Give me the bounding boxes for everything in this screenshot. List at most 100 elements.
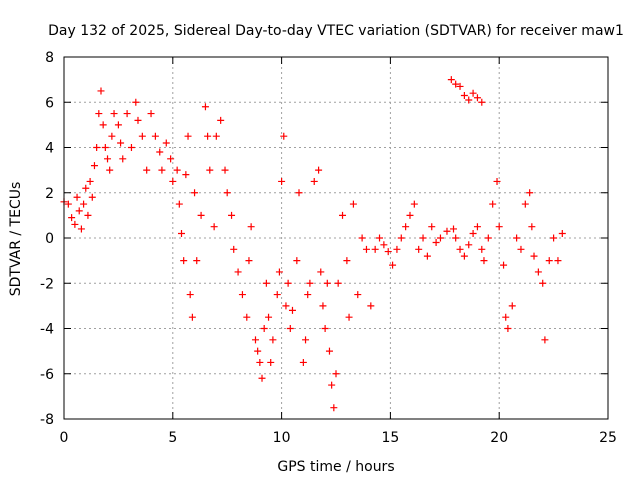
data-point (228, 211, 236, 219)
data-point (534, 268, 542, 276)
data-point (345, 313, 353, 321)
data-point (269, 336, 277, 344)
y-tick-label: -4 (40, 322, 54, 338)
data-point (339, 211, 347, 219)
data-point (123, 110, 131, 118)
data-point (541, 336, 549, 344)
data-point (167, 155, 175, 163)
data-point (502, 313, 510, 321)
data-point (419, 234, 427, 242)
data-point (558, 229, 566, 237)
data-point (452, 234, 460, 242)
y-tick-label: -2 (40, 276, 54, 292)
data-point (175, 200, 183, 208)
data-point (384, 248, 392, 256)
data-point (262, 279, 270, 287)
data-point (550, 234, 558, 242)
data-point (278, 177, 286, 185)
data-point (293, 257, 301, 265)
data-point (93, 144, 101, 151)
y-tick-label: 6 (45, 95, 54, 111)
data-point (325, 347, 333, 355)
data-point (127, 144, 135, 151)
data-point (256, 358, 264, 366)
data-point (80, 200, 88, 208)
data-point (469, 229, 477, 237)
data-point (489, 200, 497, 208)
data-point (114, 121, 122, 129)
y-tick-label: 2 (45, 186, 54, 202)
data-point (460, 91, 468, 99)
data-point (332, 370, 340, 378)
data-point (456, 82, 464, 90)
data-point (73, 193, 81, 201)
data-point (330, 404, 338, 412)
data-point (204, 132, 212, 140)
data-point (343, 257, 351, 265)
data-point (230, 245, 238, 253)
data-point (554, 257, 562, 265)
data-point (186, 291, 194, 299)
data-point (191, 189, 199, 197)
data-point (254, 347, 262, 355)
data-point (443, 227, 451, 235)
data-point (484, 234, 492, 242)
data-point (410, 200, 418, 208)
data-point (493, 177, 501, 185)
data-point (317, 268, 325, 276)
data-point (406, 211, 414, 219)
data-point (275, 268, 283, 276)
data-point (545, 257, 553, 265)
data-point (151, 132, 159, 140)
x-tick-label: 15 (381, 430, 399, 446)
data-point (273, 291, 281, 299)
x-tick-label: 20 (490, 430, 508, 446)
data-point (178, 229, 186, 237)
data-point (282, 302, 290, 310)
data-point (513, 234, 521, 242)
data-point (108, 132, 116, 140)
data-point (495, 223, 503, 231)
data-point (302, 336, 310, 344)
data-point (64, 200, 72, 208)
x-axis-label: GPS time / hours (277, 459, 394, 475)
y-tick-label: -6 (40, 367, 54, 383)
data-point (258, 374, 266, 382)
x-tick-label: 5 (168, 430, 177, 446)
data-point (212, 132, 220, 140)
data-point (432, 239, 440, 247)
data-point (295, 189, 303, 197)
data-point (376, 234, 384, 242)
data-point (206, 166, 214, 174)
data-point (238, 291, 246, 299)
data-point (106, 166, 114, 174)
y-tick-label: 0 (45, 231, 54, 247)
data-point (299, 358, 307, 366)
data-point (526, 189, 534, 197)
data-point (82, 184, 90, 192)
data-point (465, 241, 473, 249)
x-tick-labels: 0 5 10 15 20 25 (60, 430, 617, 446)
data-point (504, 325, 512, 332)
data-point (362, 245, 370, 253)
data-point (117, 139, 125, 147)
data-point (169, 177, 177, 185)
data-point (68, 214, 76, 222)
data-point (265, 313, 273, 321)
chart-title: Day 132 of 2025, Sidereal Day-to-day VTE… (48, 23, 624, 39)
x-tick-label: 25 (599, 430, 617, 446)
data-point (90, 162, 98, 170)
data-point (436, 234, 444, 242)
data-point (310, 177, 318, 185)
y-tick-label: 4 (45, 141, 54, 157)
data-point (221, 166, 229, 174)
x-tick-label: 0 (60, 430, 69, 446)
data-point (397, 234, 405, 242)
data-point (402, 223, 410, 231)
data-point (180, 257, 188, 265)
data-point (162, 139, 170, 147)
data-point (86, 177, 94, 185)
data-point (251, 336, 259, 344)
data-point (469, 89, 477, 97)
